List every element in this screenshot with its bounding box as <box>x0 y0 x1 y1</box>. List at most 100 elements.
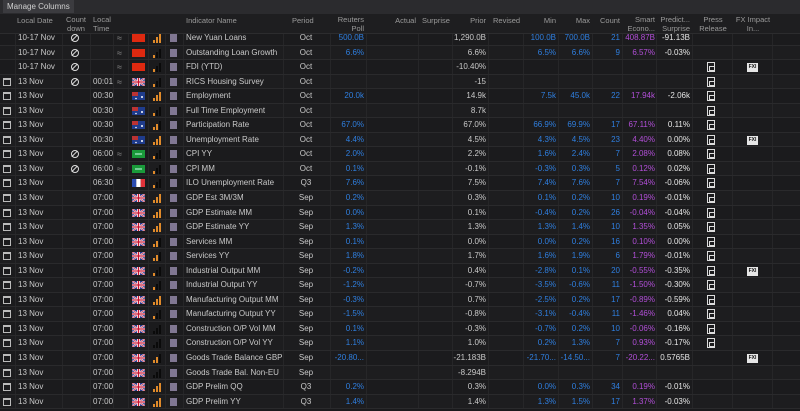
table-row[interactable]: ≈13 Nov 06:00 CPI MM Oct 0.1% -0.1% -0.3% 0.3% 5… <box>0 161 800 177</box>
fx-impact-icon[interactable]: FXI <box>747 63 758 73</box>
indicator-info-icon[interactable] <box>170 48 177 57</box>
table-row[interactable]: 13 Nov 07:00 Construction O/P Vol MM Sep 0.1… <box>0 321 800 337</box>
manage-columns-button[interactable]: Manage Columns <box>3 0 74 13</box>
col-smart-estimate[interactable]: Smart Econo... <box>627 15 655 33</box>
indicator-info-icon[interactable] <box>170 135 177 144</box>
col-actual[interactable]: Actual <box>395 16 416 25</box>
press-release-icon[interactable] <box>707 222 715 233</box>
col-fx-impact[interactable]: FX Impact In... <box>735 15 771 33</box>
table-row[interactable]: ≈10-17 Nov New Yuan Loans Oct 500.0B 1,290.0… <box>0 34 800 46</box>
press-release-icon[interactable] <box>707 149 715 160</box>
calendar-icon[interactable] <box>3 266 11 275</box>
indicator-info-icon[interactable] <box>170 150 177 159</box>
indicator-info-icon[interactable] <box>170 383 177 392</box>
calendar-icon[interactable] <box>3 194 11 203</box>
calendar-icon[interactable] <box>3 77 11 86</box>
table-row[interactable]: 13 Nov 00:30 Employment Oct 20.0k 14.9k 7.5k 45… <box>0 89 800 104</box>
fx-impact-icon[interactable]: FXI <box>747 266 758 276</box>
table-row[interactable]: 13 Nov 07:00 Services MM Sep 0.1% 0.0% 0.0% 0.2… <box>0 234 800 250</box>
calendar-icon[interactable] <box>3 179 11 188</box>
calendar-icon[interactable] <box>3 281 11 290</box>
table-row[interactable]: ≈10-17 Nov Outstanding Loan Growth Oct 6.6%… <box>0 45 800 61</box>
press-release-icon[interactable] <box>707 251 715 262</box>
indicator-info-icon[interactable] <box>170 324 177 333</box>
calendar-icon[interactable] <box>3 324 11 333</box>
table-row[interactable]: 13 Nov 07:00 GDP Estimate MM Sep 0.0% 0.1% -0.… <box>0 205 800 221</box>
press-release-icon[interactable] <box>707 265 715 276</box>
calendar-icon[interactable] <box>3 383 11 392</box>
indicator-info-icon[interactable] <box>170 121 177 130</box>
press-release-icon[interactable] <box>707 236 715 247</box>
press-release-icon[interactable] <box>707 76 715 87</box>
table-row[interactable]: 13 Nov 00:30 Full Time Employment Oct 8.7k <box>0 103 800 119</box>
col-indicator-name[interactable]: Indicator Name <box>186 16 237 25</box>
indicator-info-icon[interactable] <box>170 106 177 115</box>
indicator-info-icon[interactable] <box>170 310 177 319</box>
indicator-info-icon[interactable] <box>170 63 177 72</box>
indicator-info-icon[interactable] <box>170 237 177 246</box>
table-row[interactable]: FXI 13 Nov 07:00 Goods Trade Balance GBP Sep… <box>0 351 800 366</box>
indicator-info-icon[interactable] <box>170 339 177 348</box>
calendar-icon[interactable] <box>3 121 11 130</box>
col-count[interactable]: Count <box>599 16 620 25</box>
press-release-icon[interactable] <box>707 338 715 349</box>
calendar-icon[interactable] <box>3 106 11 115</box>
press-release-icon[interactable] <box>707 163 715 174</box>
col-prior[interactable]: Prior <box>470 16 486 25</box>
indicator-info-icon[interactable] <box>170 92 177 101</box>
table-row[interactable]: FXI 13 Nov 00:30 Unemployment Rate Oct 4.4% 4.… <box>0 132 800 148</box>
calendar-icon[interactable] <box>3 354 11 363</box>
table-row[interactable]: 13 Nov 07:00 GDP Prelim YY Q3 1.4% 1.4% 1.3% 1.… <box>0 394 800 410</box>
calendar-icon[interactable] <box>3 150 11 159</box>
col-predicted-surprise[interactable]: Predict... Surprise <box>660 15 690 33</box>
indicator-info-icon[interactable] <box>170 179 177 188</box>
press-release-icon[interactable] <box>707 62 715 73</box>
press-release-icon[interactable] <box>707 120 715 131</box>
indicator-info-icon[interactable] <box>170 397 177 406</box>
calendar-icon[interactable] <box>3 208 11 217</box>
calendar-icon[interactable] <box>3 237 11 246</box>
indicator-info-icon[interactable] <box>170 354 177 363</box>
indicator-info-icon[interactable] <box>170 281 177 290</box>
col-max[interactable]: Max <box>575 16 590 25</box>
table-row[interactable]: 13 Nov 07:00 Industrial Output YY Sep -1.2% -… <box>0 278 800 293</box>
indicator-info-icon[interactable] <box>170 223 177 232</box>
calendar-icon[interactable] <box>3 339 11 348</box>
indicator-info-icon[interactable] <box>170 266 177 275</box>
col-countdown[interactable]: Count down <box>65 15 86 33</box>
table-row[interactable]: ≈13 Nov 06:00 CPI YY Oct 2.0% 2.2% 1.6% 2.4% 7 2.… <box>0 147 800 162</box>
press-release-icon[interactable] <box>707 178 715 189</box>
indicator-info-icon[interactable] <box>170 252 177 261</box>
col-revised[interactable]: Revised <box>493 16 521 25</box>
calendar-icon[interactable] <box>3 310 11 319</box>
table-row[interactable]: 13 Nov 07:00 Goods Trade Bal. Non-EU Sep -8.… <box>0 365 800 381</box>
calendar-icon[interactable] <box>3 164 11 173</box>
press-release-icon[interactable] <box>707 193 715 204</box>
col-reuters-poll[interactable]: Reuters Poll <box>337 15 364 33</box>
table-row[interactable]: 13 Nov 07:00 GDP Est 3M/3M Sep 0.2% 0.3% 0.1% 0… <box>0 191 800 206</box>
table-row[interactable]: 13 Nov 07:00 Manufacturing Output YY Sep -1.… <box>0 307 800 322</box>
calendar-icon[interactable] <box>3 295 11 304</box>
table-row[interactable]: 13 Nov 07:00 Construction O/P Vol YY Sep 1.1… <box>0 336 800 352</box>
press-release-icon[interactable] <box>707 280 715 291</box>
indicator-info-icon[interactable] <box>170 295 177 304</box>
calendar-icon[interactable] <box>3 92 11 101</box>
press-release-icon[interactable] <box>707 309 715 320</box>
indicator-info-icon[interactable] <box>170 194 177 203</box>
table-row[interactable]: ≈ FXI 10-17 Nov FDI (YTD) Oct -10.40% <box>0 60 800 75</box>
press-release-icon[interactable] <box>707 134 715 145</box>
calendar-icon[interactable] <box>3 397 11 406</box>
table-row[interactable]: 13 Nov 07:00 GDP Prelim QQ Q3 0.2% 0.3% 0.0% 0.… <box>0 380 800 395</box>
table-row[interactable]: FXI 13 Nov 07:00 Industrial Output MM Sep -0.… <box>0 263 800 279</box>
press-release-icon[interactable] <box>707 323 715 334</box>
indicator-info-icon[interactable] <box>170 34 177 42</box>
indicator-info-icon[interactable] <box>170 208 177 217</box>
indicator-info-icon[interactable] <box>170 77 177 86</box>
table-row[interactable]: 13 Nov 06:30 ILO Unemployment Rate Q3 7.6% 7.… <box>0 176 800 192</box>
table-row[interactable]: 13 Nov 07:00 Manufacturing Output MM Sep -0.… <box>0 292 800 308</box>
table-row[interactable]: 13 Nov 00:30 Participation Rate Oct 67.0% 67.… <box>0 118 800 133</box>
table-row[interactable]: 13 Nov 07:00 GDP Estimate YY Sep 1.3% 1.3% 1.3… <box>0 220 800 235</box>
col-min[interactable]: Min <box>543 16 556 25</box>
press-release-icon[interactable] <box>707 294 715 305</box>
col-press-release[interactable]: Press Release <box>699 15 727 33</box>
